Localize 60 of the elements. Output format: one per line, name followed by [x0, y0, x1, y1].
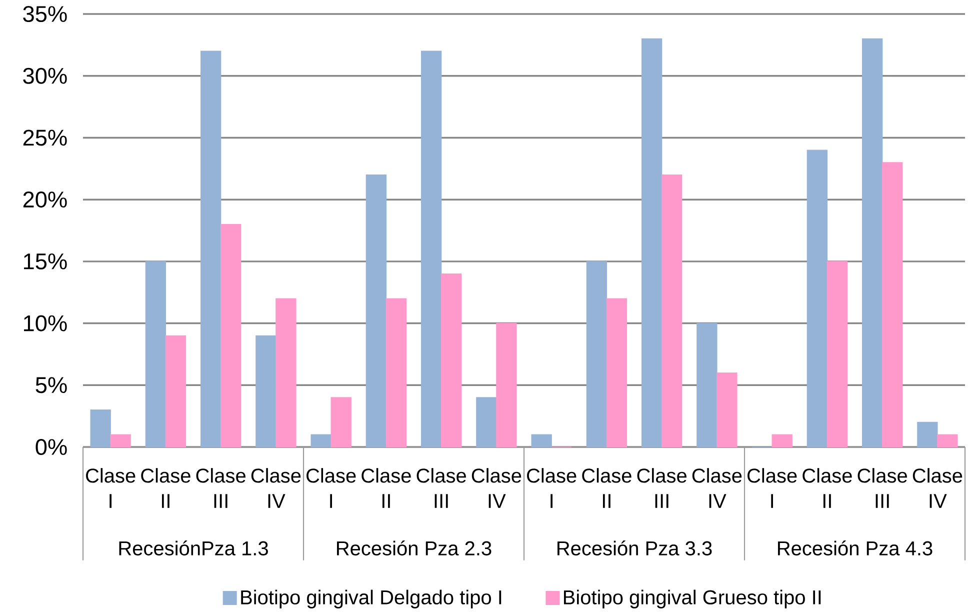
bar	[420, 50, 442, 448]
y-tick-label: 25%	[23, 130, 67, 146]
x-tick-label: Clase III	[637, 468, 686, 508]
x-tick-label: Clase II	[802, 468, 852, 508]
bar	[641, 38, 662, 448]
x-tick-label: Clase I	[527, 468, 576, 508]
x-tick-label: Clase III	[858, 468, 907, 508]
legend-label: Biotipo gingival Grueso tipo II	[564, 590, 821, 608]
bar	[806, 150, 828, 448]
bar	[366, 174, 387, 448]
bar	[310, 434, 332, 448]
x-tick-label: Clase II	[141, 468, 190, 508]
bar	[440, 273, 462, 448]
bar	[386, 298, 407, 448]
y-tick-label: 35%	[23, 6, 67, 22]
bar	[696, 322, 718, 448]
x-tick-label: Clase IV	[472, 468, 522, 508]
y-tick-label: 10%	[24, 315, 67, 332]
y-tick-label: 15%	[24, 253, 67, 270]
x-tick-label: Clase I	[86, 468, 136, 508]
y-tick-label: 30%	[23, 68, 67, 84]
text: Recesión Pza 3.3	[558, 540, 712, 556]
bar	[476, 397, 497, 448]
text: Recesión Pza 2.3	[337, 540, 492, 556]
legend-label: Biotipo gingival Delgado tipo I	[241, 590, 502, 608]
x-tick-label: Clase III	[196, 468, 246, 508]
bar	[531, 434, 552, 448]
bar	[330, 397, 352, 448]
bar	[165, 335, 186, 448]
bar	[200, 50, 222, 448]
bar	[145, 261, 166, 448]
bar	[772, 434, 792, 448]
y-tick-label: 20%	[23, 192, 67, 208]
x-tick-label: Clase III	[416, 468, 466, 508]
x-tick-label: Clase IV	[912, 468, 962, 508]
x-tick-label: Clase IV	[692, 468, 742, 508]
bar	[606, 298, 628, 448]
x-tick-label: Clase I	[748, 468, 797, 508]
bar	[716, 372, 738, 448]
bar	[496, 322, 517, 448]
bar	[276, 298, 296, 448]
x-tick-label: Clase II	[362, 468, 411, 508]
bar	[937, 434, 958, 448]
x-tick-label: Clase IV	[251, 468, 301, 508]
bar	[220, 224, 242, 448]
y-tick-label: 5%	[36, 377, 67, 394]
text: RecesiónPza 1.3	[119, 540, 268, 556]
bar	[862, 38, 883, 448]
x-tick-label: Clase I	[306, 468, 356, 508]
bar	[586, 261, 608, 448]
bar	[661, 174, 682, 448]
bar	[110, 434, 131, 448]
y-tick-label: 0%	[36, 438, 67, 456]
bar	[882, 162, 903, 448]
bar	[826, 261, 848, 448]
x-tick-label: Clase II	[582, 468, 632, 508]
bar	[917, 422, 938, 448]
bar	[256, 335, 276, 448]
text: Recesión Pza 4.3	[778, 540, 932, 556]
bar	[90, 410, 111, 448]
